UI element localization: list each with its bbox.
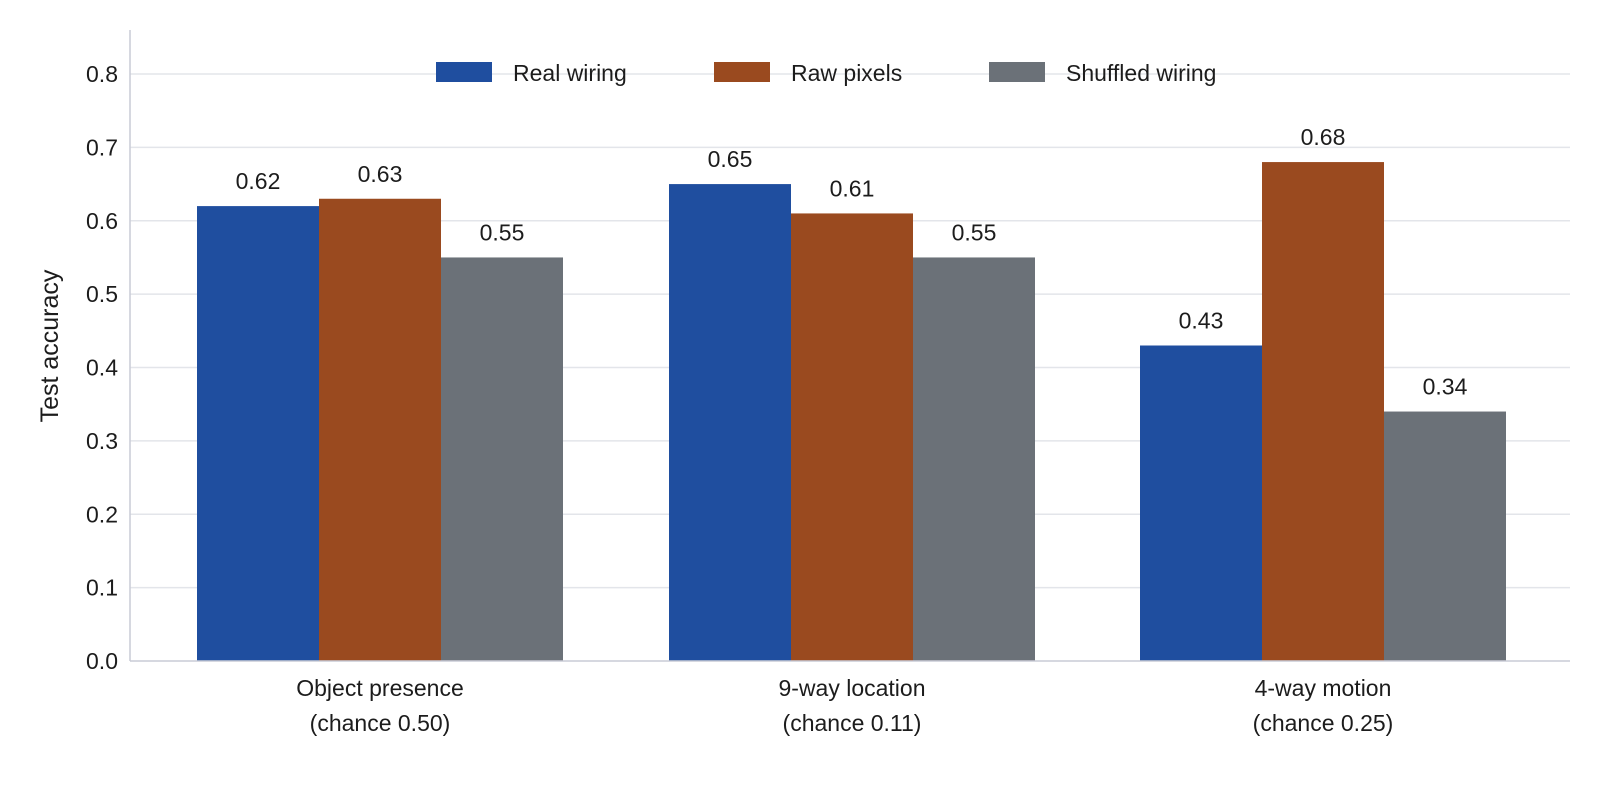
y-axis-title: Test accuracy	[36, 269, 64, 422]
x-tick-label: 9-way location	[778, 675, 925, 701]
bar	[913, 257, 1035, 661]
y-tick-label: 0.7	[86, 134, 118, 160]
legend-swatch	[436, 62, 492, 82]
legend: Real wiring Raw pixels Shuffled wiring	[436, 60, 1216, 86]
y-tick-label: 0.5	[86, 281, 118, 307]
y-tick-label: 0.8	[86, 61, 118, 87]
legend-label: Real wiring	[513, 60, 627, 86]
legend-label: Raw pixels	[791, 60, 902, 86]
x-tick-label: 4-way motion	[1255, 675, 1392, 701]
legend-label: Shuffled wiring	[1066, 60, 1216, 86]
data-label: 0.34	[1423, 374, 1468, 400]
y-tick-label: 0.1	[86, 575, 118, 601]
x-tick-label: (chance 0.50)	[310, 710, 451, 736]
data-label: 0.55	[480, 219, 525, 245]
bars	[197, 162, 1506, 662]
data-label: 0.63	[358, 161, 403, 187]
y-tick-label: 0.4	[86, 355, 118, 381]
bar	[197, 206, 319, 661]
data-label: 0.55	[952, 219, 997, 245]
y-tick-labels: 0.0 0.1 0.2 0.3 0.4 0.5 0.6 0.7 0.8	[86, 61, 118, 674]
data-label: 0.61	[830, 175, 875, 201]
data-label: 0.65	[708, 146, 753, 172]
bar	[1140, 345, 1262, 661]
x-tick-label: (chance 0.25)	[1253, 710, 1394, 736]
bar	[1384, 411, 1506, 661]
bar	[319, 198, 441, 662]
bar	[791, 213, 913, 661]
y-tick-label: 0.0	[86, 648, 118, 674]
data-label: 0.68	[1301, 124, 1346, 150]
legend-swatch	[989, 62, 1045, 82]
y-tick-label: 0.2	[86, 501, 118, 527]
bar	[441, 257, 563, 661]
y-tick-label: 0.3	[86, 428, 118, 454]
legend-swatch	[714, 62, 770, 82]
y-tick-label: 0.6	[86, 208, 118, 234]
bar	[1262, 162, 1384, 661]
value-labels: 0.62 0.63 0.55 0.65 0.61 0.55 0.43 0.68 0.34	[236, 124, 1468, 399]
data-label: 0.43	[1179, 308, 1224, 334]
bar	[669, 184, 791, 661]
data-label: 0.62	[236, 168, 281, 194]
x-tick-labels: Object presence (chance 0.50) 9-way locati…	[296, 675, 1393, 736]
axes	[129, 30, 1570, 662]
x-tick-label: (chance 0.11)	[783, 710, 922, 736]
x-tick-label: Object presence	[296, 675, 463, 701]
